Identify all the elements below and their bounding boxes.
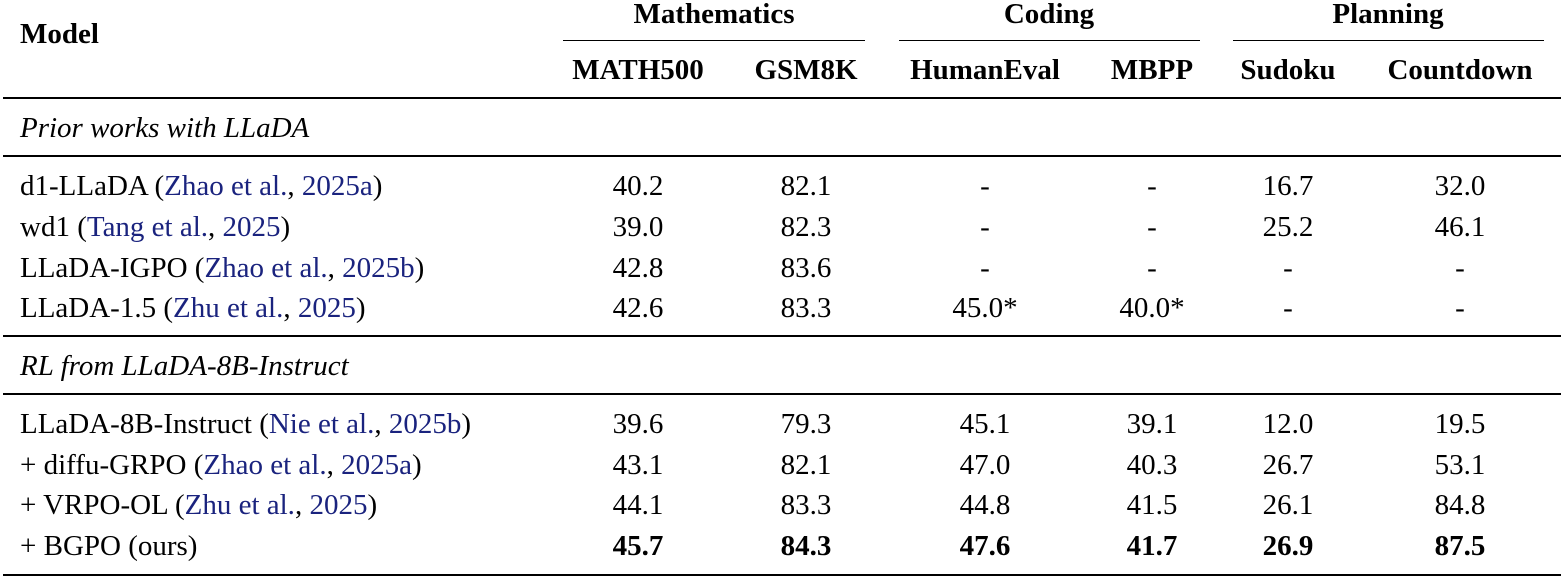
section-title: Prior works with LLaDA	[20, 112, 310, 144]
table-cell: 82.3	[780, 211, 832, 243]
table-cell: 47.0	[959, 449, 1011, 481]
group-rule-coding	[899, 40, 1200, 41]
table-row-label: + VRPO-OL (Zhu et al., 2025)	[20, 489, 378, 521]
table-cell: 44.8	[959, 489, 1011, 521]
table-cell: 84.8	[1434, 489, 1486, 521]
section-2-rule	[3, 393, 1561, 395]
section-title: RL from LLaDA-8B-Instruct	[20, 350, 349, 382]
table-cell: 26.1	[1262, 489, 1314, 521]
table-cell: -	[1455, 252, 1465, 284]
bottom-rule	[3, 574, 1561, 576]
column-header-sudoku: Sudoku	[1240, 54, 1336, 86]
table-cell: 82.1	[780, 170, 832, 202]
table-row-label: d1-LLaDA (Zhao et al., 2025a)	[20, 170, 383, 202]
table-cell: 53.1	[1434, 449, 1486, 481]
table-cell: -	[980, 211, 990, 243]
group-header-coding: Coding	[1003, 0, 1095, 30]
table-cell: 40.3	[1126, 449, 1178, 481]
column-header-mbpp: MBPP	[1110, 54, 1194, 86]
table-cell: 79.3	[780, 408, 832, 440]
table-cell: 83.3	[780, 489, 832, 521]
group-header-mathematics: Mathematics	[633, 0, 795, 30]
table-cell: -	[1147, 170, 1157, 202]
table-cell: 45.7	[612, 530, 664, 562]
table-cell: 25.2	[1262, 211, 1314, 243]
model-header: Model	[20, 18, 99, 50]
table-cell: -	[980, 252, 990, 284]
table-cell: 32.0	[1434, 170, 1486, 202]
table-cell: 16.7	[1262, 170, 1314, 202]
table-cell: 42.8	[612, 252, 664, 284]
table-row-label: LLaDA-1.5 (Zhu et al., 2025)	[20, 292, 366, 324]
table-cell: 40.0*	[1119, 292, 1185, 324]
table-row-label: + BGPO (ours)	[20, 530, 198, 562]
table-cell: 26.7	[1262, 449, 1314, 481]
table-cell: -	[1283, 292, 1293, 324]
table-cell: -	[1147, 211, 1157, 243]
table-cell: 44.1	[612, 489, 664, 521]
table-row-label: + diffu-GRPO (Zhao et al., 2025a)	[20, 449, 422, 481]
table-cell: 41.5	[1126, 489, 1178, 521]
top-rule	[3, 97, 1561, 99]
section-2-top-rule	[3, 335, 1561, 337]
table-cell: 83.6	[780, 252, 832, 284]
section-1-rule	[3, 155, 1561, 157]
table-cell: -	[1455, 292, 1465, 324]
group-rule-mathematics	[563, 40, 865, 41]
table-cell: 45.1	[959, 408, 1011, 440]
table-row-label: wd1 (Tang et al., 2025)	[20, 211, 291, 243]
group-rule-planning	[1233, 40, 1544, 41]
table-cell: 39.6	[612, 408, 664, 440]
table-cell: 45.0*	[952, 292, 1018, 324]
table-row-label: LLaDA-IGPO (Zhao et al., 2025b)	[20, 252, 425, 284]
table-cell: 19.5	[1434, 408, 1486, 440]
table-cell: -	[980, 170, 990, 202]
table-cell: -	[1147, 252, 1157, 284]
table-cell: 82.1	[780, 449, 832, 481]
table-cell: 39.0	[612, 211, 664, 243]
table-cell: 83.3	[780, 292, 832, 324]
table-cell: 26.9	[1262, 530, 1314, 562]
table-cell: 84.3	[780, 530, 832, 562]
table-cell: -	[1283, 252, 1293, 284]
table-cell: 43.1	[612, 449, 664, 481]
column-header-math500: MATH500	[572, 54, 704, 86]
table-cell: 47.6	[959, 530, 1011, 562]
column-header-gsm8k: GSM8K	[754, 54, 858, 86]
table-cell: 42.6	[612, 292, 664, 324]
group-header-planning: Planning	[1332, 0, 1444, 30]
table-cell: 41.7	[1126, 530, 1178, 562]
table-cell: 12.0	[1262, 408, 1314, 440]
column-header-humaneval: HumanEval	[910, 54, 1060, 86]
column-header-countdown: Countdown	[1387, 54, 1533, 86]
table-cell: 40.2	[612, 170, 664, 202]
table-cell: 46.1	[1434, 211, 1486, 243]
table-cell: 87.5	[1434, 530, 1486, 562]
table-cell: 39.1	[1126, 408, 1178, 440]
table-row-label: LLaDA-8B-Instruct (Nie et al., 2025b)	[20, 408, 472, 440]
